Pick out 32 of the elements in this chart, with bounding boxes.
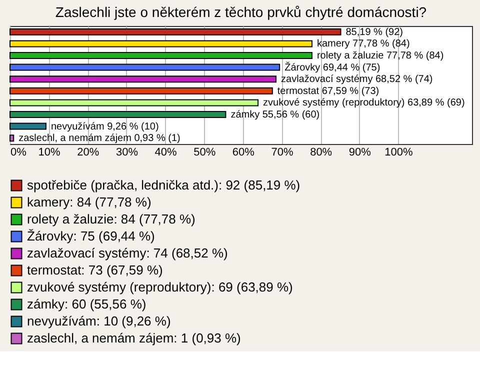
data-label: zavlažovací systémy 68,52 % (74): [281, 74, 433, 86]
x-tick-label: 60%: [232, 146, 255, 158]
legend-label: spotřebiče (pračka, lednička atd.): 92 (85,19 %): [27, 178, 300, 192]
x-tick-label: 90%: [348, 146, 372, 158]
x-tick-label: 30%: [116, 146, 138, 158]
data-label: zvukové systémy (reproduktory) 63,89 % (69): [263, 98, 465, 109]
x-tick-label: 0%: [10, 146, 27, 158]
x-tick-label: 80%: [310, 146, 332, 158]
legend-label: nevyužívám: 10 (9,26 %): [27, 314, 171, 328]
data-label: zaslechl, a nemám zájem 0,93 % (1): [18, 133, 180, 144]
legend-label: Žárovky: 75 (69,44 %): [27, 228, 155, 244]
x-tick-label: 10%: [38, 146, 61, 158]
legend-label: zavlažovací systémy: 74 (68,52 %): [27, 246, 228, 260]
x-tick-label: 50%: [194, 146, 216, 158]
legend-label: zámky: 60 (55,56 %): [27, 296, 146, 312]
x-tick-label: 20%: [77, 146, 100, 158]
x-tick-label: 70%: [271, 146, 294, 158]
data-label: termostat 67,59 % (73): [277, 86, 380, 97]
data-label: 85,19 % (92): [346, 26, 404, 38]
data-label: Žárovky 69,44 % (75): [284, 61, 380, 74]
x-tick-label: 100%: [384, 146, 414, 158]
legend-label: zvukové systémy (reproduktory): 69 (63,89 %): [27, 280, 293, 294]
data-label: nevyužívám 9,26 % (10): [50, 121, 159, 132]
data-label: zámky 55,56 % (60): [230, 110, 320, 120]
x-tick-label: 40%: [154, 146, 178, 158]
chart-title: Zaslechli jste o některém z těchto prvků chytré domácnosti?: [55, 4, 427, 20]
legend-label: termostat: 73 (67,59 %): [27, 262, 163, 278]
legend-label: rolety a žaluzie: 84 (77,78 %): [27, 212, 196, 226]
data-label: kamery 77,78 % (84): [316, 38, 410, 50]
data-label: rolety a žaluzie 77,78 % (84): [316, 50, 444, 62]
legend-label: kamery: 84 (77,78 %): [27, 194, 152, 210]
legend-label: zaslechl, a nemám zájem: 1 (0,93 %): [27, 330, 241, 346]
